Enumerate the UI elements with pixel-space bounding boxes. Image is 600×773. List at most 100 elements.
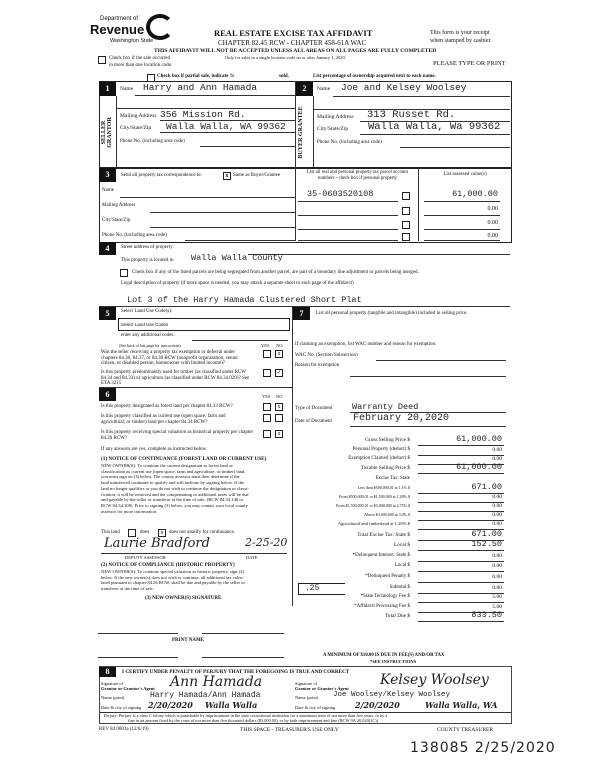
tax-row-value[interactable]: 671.00 [471, 482, 502, 492]
correspondence-address-label: Mailing Address [102, 203, 136, 208]
grantor-date-label: Date & city of signing [101, 705, 142, 710]
seller-side-label: SELLER GRANTOR [101, 117, 113, 148]
land-use-select[interactable]: Select Land Use Codes [118, 318, 290, 331]
street-label: Street address of property: [121, 245, 174, 250]
current-use-question: Is this property classified as current u… [101, 414, 226, 425]
assessed-value[interactable]: 61,000.00 [452, 189, 498, 199]
county[interactable]: Walla Walla County [191, 253, 283, 263]
tax-row-line [418, 493, 504, 494]
tax-row-line [418, 571, 504, 572]
grantor-name[interactable]: Harry Hamada/Ann Hamada [150, 691, 261, 700]
buyer-city-label: City/State/Zip [317, 126, 349, 132]
tax-row-value[interactable]: 61,000.00 [456, 434, 502, 444]
same-as-buyer-checkbox[interactable]: x [223, 172, 231, 180]
timber-no-checkbox[interactable]: ✓ [275, 369, 283, 377]
exemption-no-checkbox[interactable]: x [275, 350, 283, 358]
personal-property-checkbox[interactable] [402, 192, 410, 200]
assessed-value[interactable]: 0.00 [487, 220, 499, 226]
type-or-print: PLEASE TYPE OR PRINT [433, 60, 506, 67]
forest-no-checkbox[interactable]: x [275, 403, 283, 411]
buyer-city[interactable]: Walla Walla, Wa 99362 [368, 121, 501, 133]
tax-row-label: Less than $500,000.01 at 1.1% $ [357, 485, 410, 490]
legal-description[interactable]: Lot 3 of the Harry Hamada Clustered Shor… [127, 295, 362, 305]
date-label: DATE [246, 555, 258, 560]
seller-name[interactable]: Harry and Ann Hamada [143, 82, 258, 93]
personal-property-label: List all personal property (tangible and… [316, 311, 468, 316]
tax-row-line [418, 529, 504, 530]
tax-row-value[interactable]: 61,000.00 [456, 462, 502, 472]
tax-row-label: Above $3,000,000 at 3.0% $ [364, 512, 410, 517]
current-use-no-checkbox[interactable] [275, 414, 283, 422]
assessed-value[interactable]: 0.00 [487, 206, 499, 212]
assessed-value[interactable]: 0.00 [487, 233, 499, 239]
forest-yes-checkbox[interactable] [263, 403, 271, 411]
grantee-signature: Kelsey Woolsey [380, 672, 489, 688]
section-3-box [99, 167, 512, 243]
buyer-address[interactable]: 313 Russet Rd. [367, 109, 456, 121]
grantee-name[interactable]: Joe Woolsey/Kelsey Woolsey [333, 691, 451, 699]
receipt-note: This form is your receipt [430, 30, 490, 36]
grantor-sig-label: Signature of Grantor or Grantor's Agent [101, 681, 155, 691]
tax-row-value[interactable]: 0.00 [492, 447, 502, 453]
tax-row-value[interactable]: 0.00 [492, 563, 502, 569]
section-number: 8 [99, 667, 116, 677]
tax-row-line [418, 593, 504, 594]
buyer-name[interactable]: Joe and Kelsey Woolsey [341, 82, 467, 93]
historic-no-checkbox[interactable]: x [275, 430, 283, 438]
notice-compliance-text: NEW OWNER(S): To continue special valuat… [101, 569, 245, 592]
tax-row-value[interactable]: 152.50 [471, 539, 502, 549]
local-rate-box[interactable]: .25 [298, 583, 345, 595]
wac-label: WAC No. (Section/Subsection) [295, 353, 358, 358]
personal-property-checkbox[interactable] [402, 233, 410, 241]
doc-date[interactable]: February 20,2020 [353, 413, 450, 424]
new-owner-signature-label: (3) NEW OWNER(S) SIGNATURE [145, 596, 222, 601]
tax-row-value[interactable]: 0.00 [492, 553, 502, 559]
section-8-box [99, 666, 512, 724]
multi-location-label-2: in more than one location code. [109, 63, 173, 68]
multi-location-checkbox[interactable] [98, 56, 106, 64]
tax-row-value[interactable]: 0.00 [492, 574, 502, 580]
tax-row-value[interactable]: 5.00 [492, 604, 502, 610]
timber-yes-checkbox[interactable] [263, 369, 271, 377]
yes-header: YES [262, 394, 271, 399]
grantor-date: 2/20/2020 [148, 700, 193, 710]
does-not-checkbox[interactable]: x [158, 529, 166, 537]
does-checkbox[interactable] [128, 529, 136, 537]
historic-question: Is this property receiving special valua… [101, 430, 254, 441]
doc-type[interactable]: Warranty Deed [352, 402, 419, 412]
tax-row-value[interactable]: 0.00 [492, 494, 502, 500]
buyer-phone-label: Phone No. (including area code) [317, 140, 382, 145]
does-label: does [140, 530, 150, 535]
tax-row-value[interactable]: 0.00 [492, 456, 502, 462]
segregated-checkbox[interactable] [120, 269, 128, 277]
tax-row-value[interactable]: 0.00 [492, 585, 502, 591]
same-as-buyer-label: Same as Buyer/Grantee [233, 173, 281, 178]
tax-row-label: Local $ [394, 563, 410, 568]
grantor-signature: Ann Hamada [170, 674, 263, 690]
tax-row-value[interactable]: 671.00 [471, 529, 502, 539]
exemption-yes-checkbox[interactable] [263, 350, 271, 358]
historic-yes-checkbox[interactable] [263, 430, 271, 438]
tax-row-value[interactable]: 0.00 [492, 521, 502, 527]
tax-row-value[interactable]: 0.00 [492, 503, 502, 509]
tax-row-label: *Affidavit Processing Fee $ [354, 604, 410, 609]
personal-property-checkbox[interactable] [402, 207, 410, 215]
see-instructions: (See back of last page for instructions) [119, 343, 181, 348]
parcel-header: List all real and personal property tax … [307, 170, 408, 181]
tax-row-value[interactable]: 5.00 [492, 594, 502, 600]
current-use-yes-checkbox[interactable] [263, 414, 271, 422]
grantor-city: Walla Walla [205, 700, 258, 710]
tax-row-value[interactable]: 833.50 [471, 610, 502, 620]
tax-row-value[interactable]: 0.00 [492, 512, 502, 518]
no-header: NO [276, 343, 283, 348]
exemption-question: Was the seller receiving a property tax … [101, 350, 239, 366]
tax-row-line [418, 511, 504, 512]
tax-row-line [418, 540, 504, 541]
seller-address[interactable]: 356 Mission Rd. [160, 109, 246, 120]
reason-label: Reason for exemption [295, 363, 340, 368]
parcel-number[interactable]: 35-0603520108 [307, 189, 374, 199]
assessor-signature: Laurie Bradford [104, 536, 210, 551]
personal-property-checkbox[interactable] [402, 221, 410, 229]
seller-city[interactable]: Walla Walla, WA 99362 [166, 121, 286, 132]
buyer-name-label: Name [317, 86, 331, 92]
